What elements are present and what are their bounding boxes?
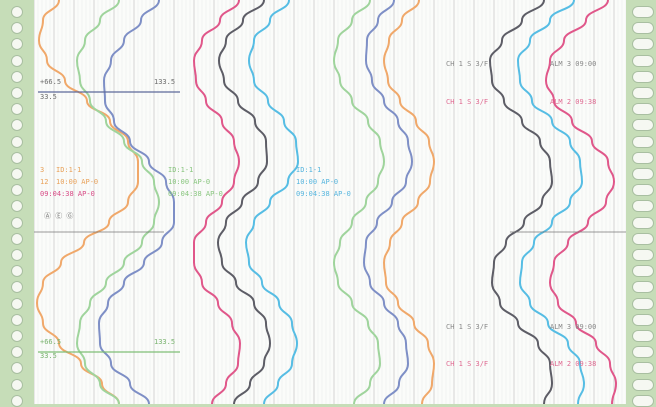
sprocket-hole xyxy=(632,378,654,391)
sprocket-hole xyxy=(11,232,23,245)
row-b-text: 10:00 AP-0 xyxy=(56,178,98,186)
sprocket-hole xyxy=(11,54,23,67)
sprocket-hole xyxy=(11,313,23,326)
row-c3-text: 09:04:38 AP-0 xyxy=(296,190,351,198)
top-left-sub: 33.5 xyxy=(40,93,57,101)
grid-lines xyxy=(34,0,626,404)
right-sprocket-holes xyxy=(626,0,656,407)
trace-line-1 xyxy=(35,0,139,404)
sprocket-hole xyxy=(11,184,23,197)
sprocket-hole xyxy=(11,70,23,83)
left-sprocket-holes xyxy=(0,0,34,407)
trace-line-2 xyxy=(75,0,161,404)
sprocket-hole xyxy=(632,135,654,148)
chart-paper: +66.5 33.5 133.5 +66.5 33.5 133.5 3 ID:1… xyxy=(34,0,626,404)
row-b2-text: 10:00 AP-0 xyxy=(168,178,210,186)
row-a3-text: ID:1-1 xyxy=(296,166,321,174)
sprocket-hole xyxy=(11,22,23,35)
trace-line-8 xyxy=(362,0,414,404)
sprocket-hole xyxy=(632,54,654,67)
sprocket-hole xyxy=(11,151,23,164)
row-a-num: 3 xyxy=(40,166,44,174)
row-a-text: ID:1-1 xyxy=(56,166,81,174)
sprocket-hole xyxy=(632,216,654,229)
sprocket-hole xyxy=(11,378,23,391)
sprocket-hole xyxy=(11,281,23,294)
trace-line-3 xyxy=(97,0,175,404)
trace-line-5 xyxy=(216,0,272,404)
row-b-num: 12 xyxy=(40,178,48,186)
center-note: Ⓐ Ⓔ Ⓖ xyxy=(44,212,73,220)
sprocket-hole xyxy=(11,249,23,261)
trace-line-6 xyxy=(244,0,300,404)
sprocket-hole xyxy=(11,38,23,51)
right-bot-b: ALM 3 09:00 xyxy=(550,323,596,331)
trace-line-10 xyxy=(488,0,554,404)
sprocket-hole xyxy=(632,87,654,99)
trace-line-11 xyxy=(516,0,586,404)
sprocket-hole xyxy=(632,38,654,51)
sprocket-hole xyxy=(632,103,654,116)
right-mid-a: CH 1 S 3/F xyxy=(446,98,488,106)
sprocket-hole xyxy=(11,103,23,116)
sprocket-hole xyxy=(11,135,23,148)
bottom-left-value: +66.5 xyxy=(40,338,61,346)
trace-line-4 xyxy=(192,0,242,404)
right-bot-a: CH 1 S 3/F xyxy=(446,323,488,331)
sprocket-hole xyxy=(632,330,654,342)
sprocket-hole xyxy=(11,330,23,342)
sprocket-hole xyxy=(11,168,23,180)
recorder-chart: +66.5 33.5 133.5 +66.5 33.5 133.5 3 ID:1… xyxy=(34,0,626,404)
right-top-b: ALM 3 09:00 xyxy=(550,60,596,68)
sprocket-hole xyxy=(632,22,654,35)
sprocket-hole xyxy=(11,394,23,407)
right-top-a: CH 1 S 3/F xyxy=(446,60,488,68)
sprocket-hole xyxy=(632,394,654,407)
right-mid-b: ALM 2 09:38 xyxy=(550,98,596,106)
right-bot2-a: CH 1 S 3/F xyxy=(446,360,488,368)
sprocket-hole xyxy=(632,297,654,310)
annotations: +66.5 33.5 133.5 +66.5 33.5 133.5 3 ID:1… xyxy=(34,60,626,368)
sprocket-hole xyxy=(632,119,654,132)
sprocket-hole xyxy=(11,87,23,99)
sprocket-hole xyxy=(11,297,23,310)
sprocket-hole xyxy=(11,6,23,18)
row-c-text: 09:04:38 AP-0 xyxy=(40,190,95,198)
sprocket-hole xyxy=(632,200,654,213)
top-left-value: +66.5 xyxy=(40,78,61,86)
sprocket-hole xyxy=(632,184,654,197)
sprocket-hole xyxy=(11,216,23,229)
sprocket-hole xyxy=(632,232,654,245)
sprocket-hole xyxy=(11,362,23,375)
row-c2-text: 09:04:38 AP-0 xyxy=(168,190,223,198)
sprocket-hole xyxy=(11,119,23,132)
bottom-mid-value: 133.5 xyxy=(154,338,175,346)
sprocket-hole xyxy=(11,265,23,278)
sprocket-hole xyxy=(632,265,654,278)
sprocket-hole xyxy=(632,168,654,180)
sprocket-hole xyxy=(632,281,654,294)
sprocket-hole xyxy=(11,346,23,359)
sprocket-hole xyxy=(632,70,654,83)
top-mid-value: 133.5 xyxy=(154,78,175,86)
bottom-left-sub: 33.5 xyxy=(40,352,57,360)
trace-line-9 xyxy=(382,0,436,404)
row-a2-text: ID:1-1 xyxy=(168,166,193,174)
trace-lines xyxy=(35,0,618,404)
sprocket-hole xyxy=(11,200,23,213)
sprocket-hole xyxy=(632,249,654,261)
sprocket-hole xyxy=(632,6,654,18)
sprocket-hole xyxy=(632,151,654,164)
trace-line-7 xyxy=(332,0,386,404)
sprocket-hole xyxy=(632,313,654,326)
trace-line-12 xyxy=(544,0,618,404)
sprocket-hole xyxy=(632,346,654,359)
sprocket-hole xyxy=(632,362,654,375)
row-b3-text: 10:00 AP-0 xyxy=(296,178,338,186)
right-bot2-b: ALM 2 09:38 xyxy=(550,360,596,368)
